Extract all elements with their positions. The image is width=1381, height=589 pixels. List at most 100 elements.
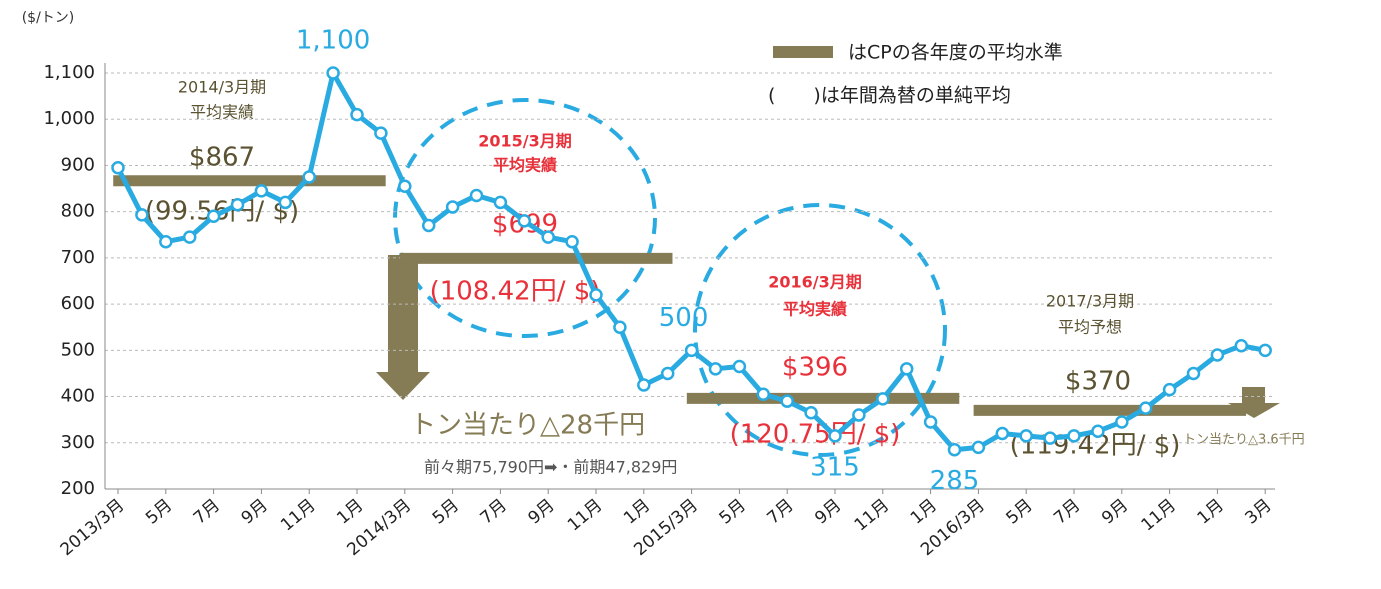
data-point xyxy=(374,126,388,140)
x-tick-label: 11月 xyxy=(564,495,606,535)
data-point xyxy=(1043,431,1057,445)
data-point xyxy=(637,378,651,392)
x-tick-label: 5月 xyxy=(716,495,750,528)
data-point xyxy=(445,200,460,214)
annotation: トン当たり△28千円 xyxy=(410,411,645,441)
x-tick-label: 7月 xyxy=(1050,495,1084,528)
average-title: 2015/3月期 xyxy=(478,132,572,151)
data-point xyxy=(517,214,532,228)
x-tick-label: 9月 xyxy=(811,495,845,528)
data-point xyxy=(1115,415,1129,429)
legend-text: ( )は年間為替の単純平均 xyxy=(768,85,1011,107)
average-title: 2014/3月期 xyxy=(178,78,266,97)
data-point xyxy=(1162,382,1177,397)
average-title: 2016/3月期 xyxy=(768,273,862,292)
y-tick-label: 600 xyxy=(61,293,95,314)
data-point xyxy=(708,362,723,376)
average-title: 2017/3月期 xyxy=(1046,292,1134,311)
x-tick-label: 3月 xyxy=(1241,495,1275,528)
legend-swatch xyxy=(773,46,833,58)
average-label: $370 xyxy=(1065,367,1131,397)
data-label: 1,100 xyxy=(296,26,370,56)
data-point xyxy=(135,208,149,222)
average-title: 平均実績 xyxy=(493,156,557,175)
average-title: 平均実績 xyxy=(783,300,847,319)
data-point xyxy=(1019,429,1033,443)
y-tick-label: 200 xyxy=(61,478,95,499)
average-label: $867 xyxy=(189,143,255,173)
y-tick-label: 900 xyxy=(61,154,95,175)
data-point xyxy=(541,230,555,244)
data-point xyxy=(206,209,221,224)
x-tick-label: 7月 xyxy=(763,495,797,528)
y-tick-label: 1,000 xyxy=(43,108,95,129)
y-tick-label: 400 xyxy=(61,386,95,407)
data-point xyxy=(469,188,484,203)
x-tick-label: 2013/3月 xyxy=(57,495,129,560)
x-tick-label: 9月 xyxy=(1098,495,1132,528)
x-tick-label: 1月 xyxy=(333,495,367,528)
annotation: トン当たり△3.6千円 xyxy=(1183,433,1305,448)
data-point xyxy=(182,230,197,244)
data-point xyxy=(613,320,627,334)
average-title: 平均予想 xyxy=(1058,318,1122,337)
data-point xyxy=(1186,366,1201,381)
y-tick-label: 800 xyxy=(61,201,95,222)
data-point xyxy=(326,66,340,80)
data-point xyxy=(1067,429,1081,443)
data-label: 500 xyxy=(659,303,709,333)
data-point xyxy=(995,426,1010,441)
data-point xyxy=(254,184,269,198)
x-tick-label: 9月 xyxy=(524,495,558,528)
data-point xyxy=(1234,338,1249,353)
data-point xyxy=(230,197,245,212)
x-tick-label: 5月 xyxy=(429,495,463,528)
data-point xyxy=(278,195,293,210)
legend-text: はCPの各年度の平均水準 xyxy=(848,42,1063,64)
x-tick-label: 5月 xyxy=(142,495,176,528)
x-tick-label: 11月 xyxy=(851,495,893,535)
data-point xyxy=(660,366,675,381)
drop-arrow xyxy=(376,255,430,400)
y-tick-label: 300 xyxy=(61,432,95,453)
data-point xyxy=(971,440,986,455)
data-point xyxy=(828,429,842,443)
data-point xyxy=(398,179,412,193)
data-point xyxy=(565,234,579,249)
y-tick-label: 500 xyxy=(61,339,95,360)
average-title: 平均実績 xyxy=(190,103,254,122)
data-point xyxy=(421,218,436,233)
data-point xyxy=(589,288,603,302)
data-point xyxy=(684,343,699,358)
y-tick-label: 1,100 xyxy=(43,62,95,83)
y-tick-label: 700 xyxy=(61,247,95,268)
data-point xyxy=(350,107,364,122)
average-rate: (120.75円/ $) xyxy=(730,420,901,450)
data-point xyxy=(923,415,938,429)
data-point xyxy=(1091,424,1105,438)
data-point xyxy=(159,234,173,249)
data-point xyxy=(732,359,747,374)
x-tick-label: 1月 xyxy=(1194,495,1228,528)
data-point xyxy=(804,405,818,420)
data-point xyxy=(1210,348,1225,362)
data-label: 285 xyxy=(930,466,980,496)
highlight-circle xyxy=(393,98,657,338)
data-point xyxy=(111,161,125,175)
data-point xyxy=(852,408,866,422)
y-unit: ($/トン) xyxy=(22,10,75,26)
data-point xyxy=(302,170,316,184)
highlight-circle xyxy=(693,203,947,457)
data-point xyxy=(947,442,962,457)
average-label: $396 xyxy=(782,353,848,383)
x-tick-label: 11月 xyxy=(1138,495,1180,535)
x-tick-label: 5月 xyxy=(1002,495,1036,528)
data-point xyxy=(1258,343,1272,358)
data-point xyxy=(899,362,914,376)
average-rate: (108.42円/ $) xyxy=(430,277,601,307)
data-point xyxy=(756,387,771,401)
annotation: 前々期75,790円➡・前期47,829円 xyxy=(424,458,677,477)
x-tick-label: 11月 xyxy=(277,495,319,535)
data-point xyxy=(1138,401,1153,415)
